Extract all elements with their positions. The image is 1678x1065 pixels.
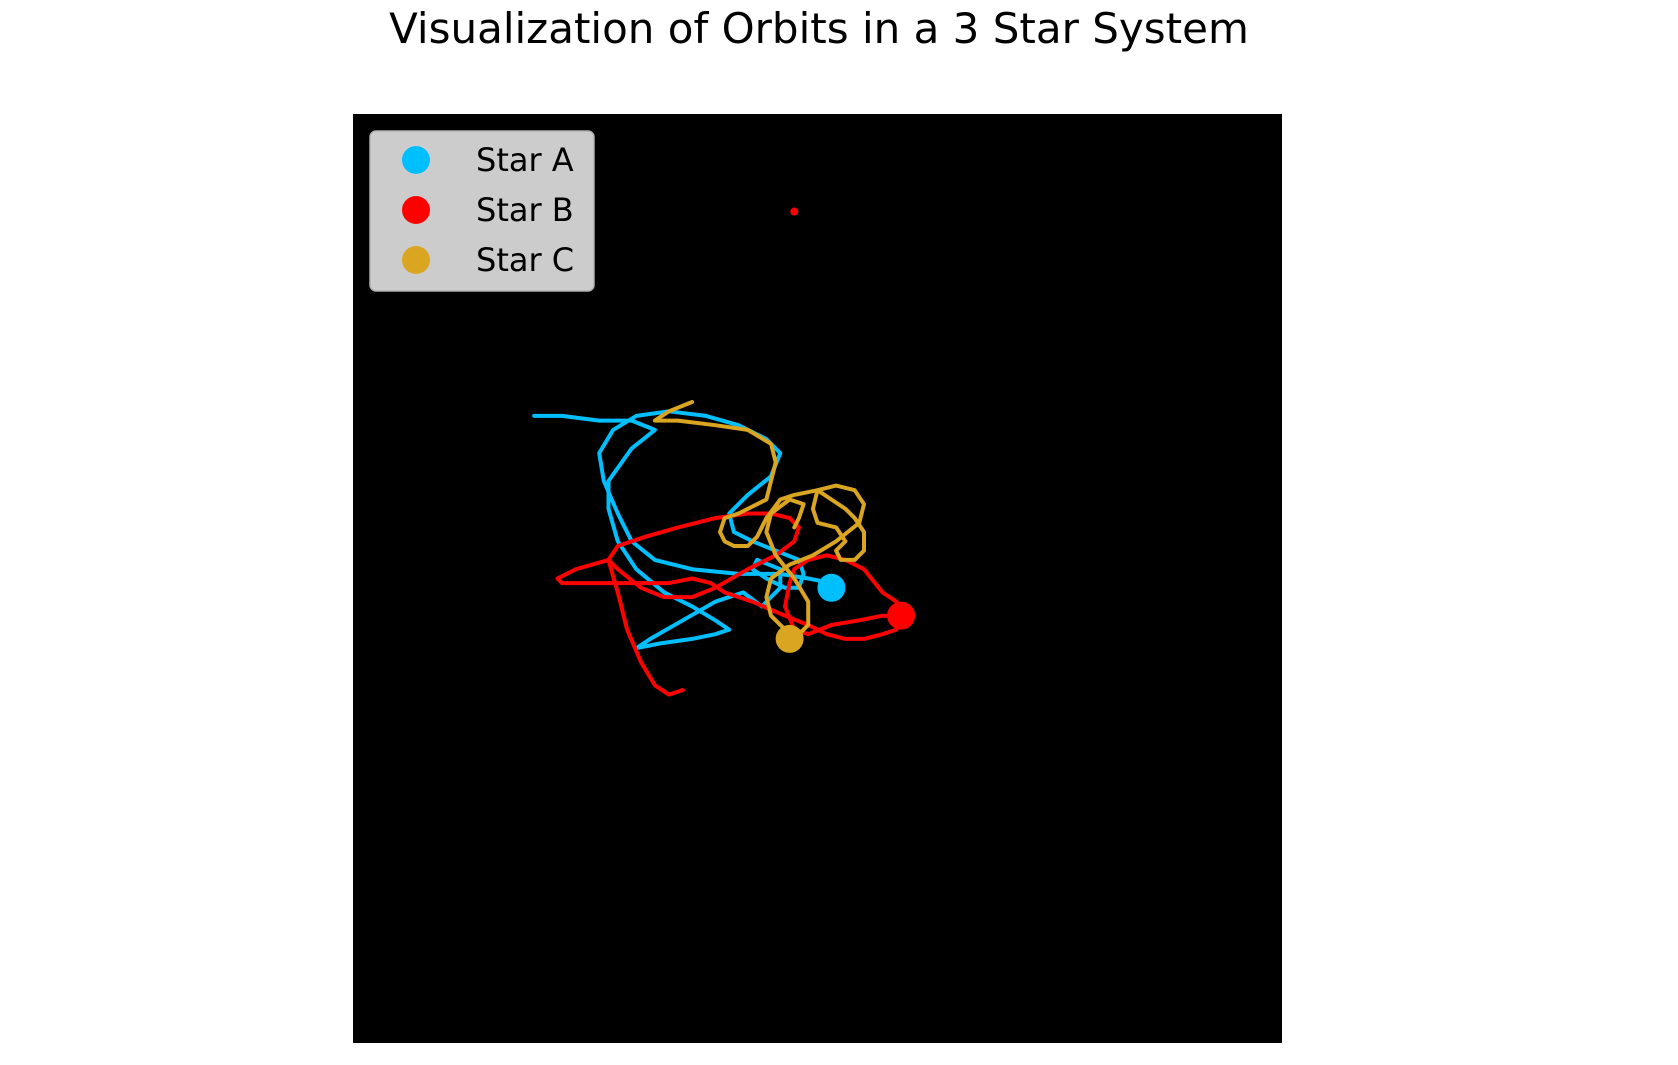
chart-title: Visualization of Orbits in a 3 Star Syst… — [389, 4, 1249, 53]
star-a-orbit-trail — [532, 409, 843, 651]
star-a-marker — [817, 573, 846, 602]
orbit-trails — [532, 400, 904, 697]
legend-label-star-c: Star C — [476, 241, 574, 279]
star-b-orbit-trail — [555, 511, 904, 697]
legend-label-star-b: Star B — [476, 191, 574, 229]
star-b-marker — [887, 601, 916, 630]
legend-marker-star-a — [402, 146, 430, 174]
star-markers — [775, 207, 916, 653]
star-c-orbit-trail — [652, 400, 866, 637]
legend-label-star-a: Star A — [476, 141, 574, 179]
legend-marker-star-c — [402, 246, 430, 274]
legend-marker-star-b — [402, 196, 430, 224]
stray-point-0 — [790, 207, 799, 216]
star-c-marker — [775, 624, 804, 653]
legend: Star A Star B Star C — [369, 130, 595, 292]
